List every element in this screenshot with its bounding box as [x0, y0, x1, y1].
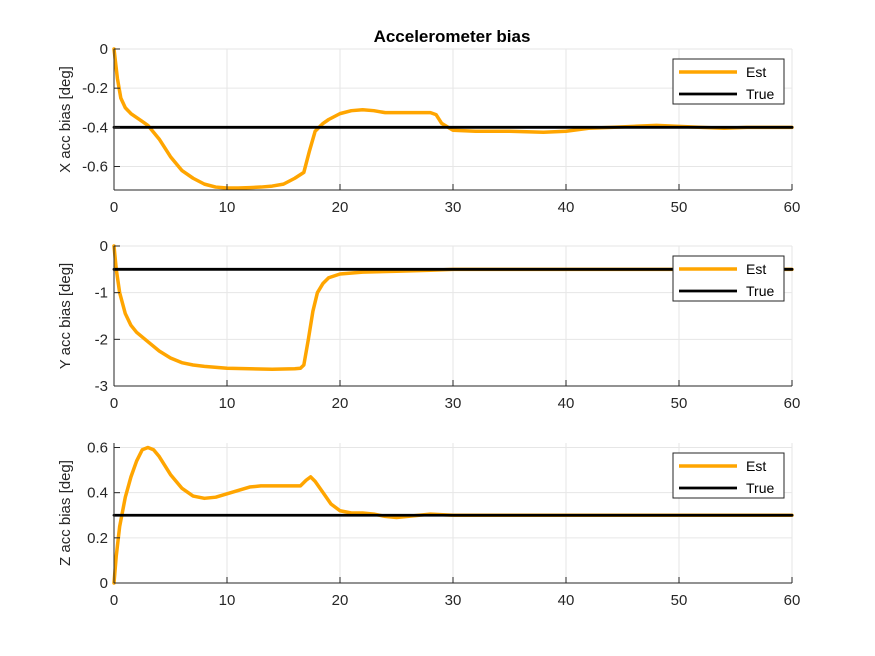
x-legend-label-true: True: [746, 86, 774, 102]
z-y-tick-label: 0.4: [87, 485, 108, 502]
x-subplot: 0 10 20 30 40 50 60 0 -0.2 -0.4 -0.6 X acc bias [de…: [57, 41, 800, 216]
x-x-tick-label: 0: [110, 199, 118, 216]
x-y-tick-label: 0: [100, 41, 108, 58]
x-x-tick-label: 20: [332, 199, 349, 216]
y-subplot: 0 10 20 30 40 50 60 0 -1 -2 -3 Y acc bias [deg] Est T…: [57, 238, 800, 412]
z-y-tick-label: 0: [100, 575, 108, 592]
y-legend-label-true: True: [746, 283, 774, 299]
z-x-tick-label: 20: [332, 592, 349, 609]
x-x-tick-label: 50: [671, 199, 688, 216]
y-y-tick-label: 0: [100, 238, 108, 255]
subplots-container: 0 10 20 30 40 50 60 0 -0.2 -0.4 -0.6 X acc bias [de…: [57, 41, 800, 609]
z-y-tick-label: 0.2: [87, 530, 108, 547]
z-y-axis-label: Z acc bias [deg]: [57, 460, 74, 566]
y-y-axis-label: Y acc bias [deg]: [57, 263, 74, 369]
z-legend-box: [672, 452, 785, 499]
x-x-tick-label: 10: [219, 199, 236, 216]
y-x-tick-label: 40: [558, 395, 575, 412]
x-x-tick-label: 60: [784, 199, 801, 216]
y-x-tick-label: 30: [445, 395, 462, 412]
z-legend-label-true: True: [746, 480, 774, 496]
y-legend-label-est: Est: [746, 261, 766, 277]
z-x-tick-label: 50: [671, 592, 688, 609]
z-x-tick-label: 60: [784, 592, 801, 609]
x-x-tick-label: 30: [445, 199, 462, 216]
x-y-tick-label: -0.2: [82, 80, 108, 97]
z-y-tick-label: 0.6: [87, 440, 108, 457]
y-x-tick-label: 20: [332, 395, 349, 412]
y-y-tick-label: -2: [95, 331, 108, 348]
y-x-tick-label: 0: [110, 395, 118, 412]
z-legend-label-est: Est: [746, 458, 766, 474]
y-y-tick-label: -1: [95, 285, 108, 302]
y-legend-box: [672, 255, 785, 302]
z-x-tick-label: 0: [110, 592, 118, 609]
z-x-tick-label: 10: [219, 592, 236, 609]
x-legend-label-est: Est: [746, 64, 766, 80]
z-x-tick-label: 40: [558, 592, 575, 609]
y-x-tick-label: 60: [784, 395, 801, 412]
x-y-tick-label: -0.4: [82, 119, 108, 136]
y-x-tick-label: 50: [671, 395, 688, 412]
z-x-tick-label: 30: [445, 592, 462, 609]
x-x-tick-label: 40: [558, 199, 575, 216]
y-x-tick-label: 10: [219, 395, 236, 412]
x-y-axis-label: X acc bias [deg]: [57, 66, 74, 173]
y-y-tick-label: -3: [95, 378, 108, 395]
z-subplot: 0 10 20 30 40 50 60 0 0.2 0.4 0.6 Z acc bias [deg] E…: [57, 440, 800, 609]
x-legend-box: [672, 58, 785, 105]
figure-title: Accelerometer bias: [374, 27, 531, 46]
x-y-tick-label: -0.6: [82, 159, 108, 176]
